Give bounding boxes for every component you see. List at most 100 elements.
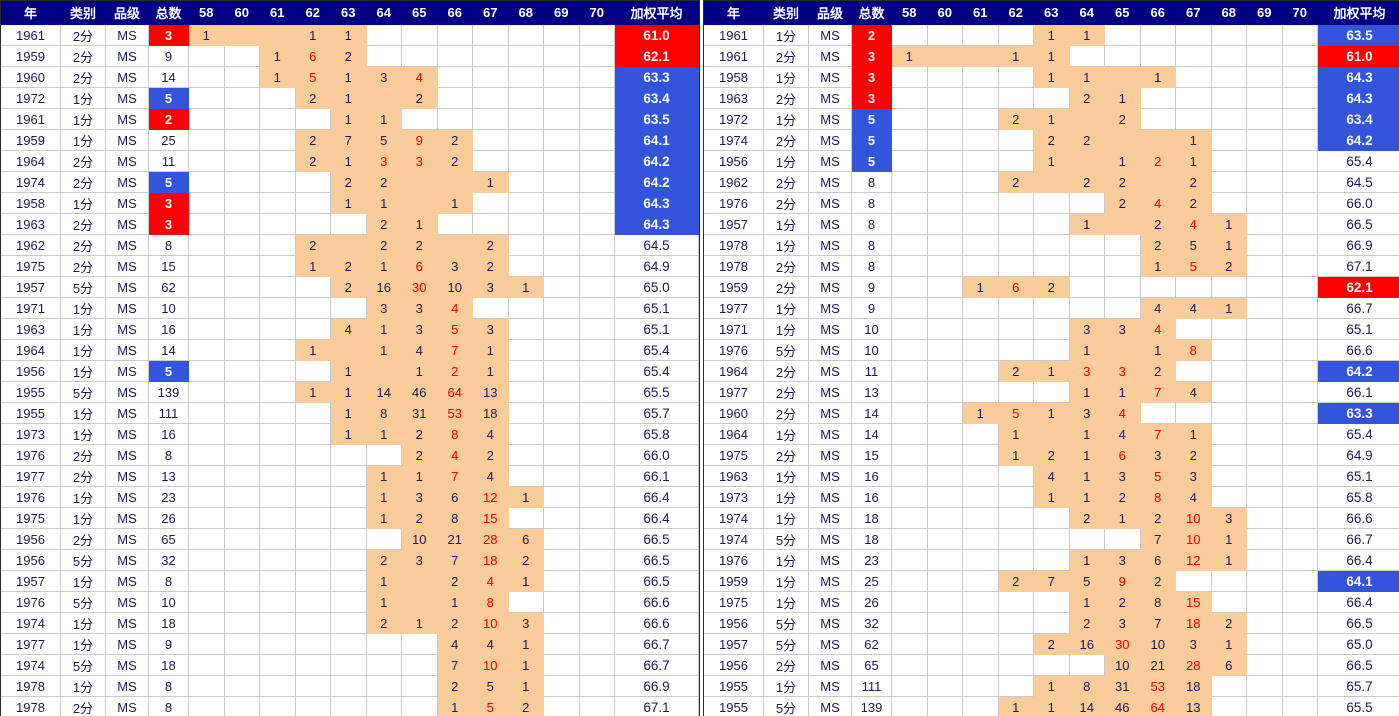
count-cell-62[interactable] [998,193,1034,214]
count-cell-66[interactable]: 4 [437,445,473,466]
count-cell-69[interactable] [544,508,580,529]
count-cell-58[interactable] [892,571,928,592]
count-cell-64[interactable]: 1 [1069,382,1105,403]
count-cell-65[interactable]: 6 [402,256,438,277]
header-cell[interactable]: 62 [295,1,331,25]
category-cell[interactable]: 5分 [61,382,106,403]
count-cell-68[interactable] [1211,88,1247,109]
year-cell[interactable]: 1975 [704,592,764,613]
count-cell-70[interactable] [1282,403,1318,424]
count-cell-70[interactable] [1282,529,1318,550]
avg-cell[interactable]: 65.5 [1318,697,1399,716]
total-cell[interactable]: 111 [149,403,189,424]
count-cell-61[interactable] [260,613,296,634]
avg-cell[interactable]: 66.4 [1318,550,1399,571]
count-cell-69[interactable] [544,109,580,130]
avg-cell[interactable]: 61.0 [1318,46,1399,67]
year-cell[interactable]: 1976 [1,445,61,466]
total-cell[interactable]: 15 [852,445,892,466]
count-cell-60[interactable] [224,445,260,466]
count-cell-66[interactable]: 4 [1140,298,1176,319]
count-cell-64[interactable]: 1 [366,424,402,445]
count-cell-62[interactable]: 2 [998,361,1034,382]
category-cell[interactable]: 2分 [61,697,106,716]
count-cell-67[interactable]: 4 [1176,487,1212,508]
category-cell[interactable]: 1分 [61,634,106,655]
count-cell-61[interactable] [963,571,999,592]
category-cell[interactable]: 2分 [764,655,809,676]
year-cell[interactable]: 1956 [704,655,764,676]
year-cell[interactable]: 1976 [1,487,61,508]
count-cell-60[interactable] [927,340,963,361]
year-cell[interactable]: 1964 [704,424,764,445]
count-cell-67[interactable]: 1 [1176,130,1212,151]
count-cell-60[interactable] [927,235,963,256]
count-cell-58[interactable] [189,676,225,697]
count-cell-62[interactable]: 1 [295,340,331,361]
count-cell-61[interactable] [260,403,296,424]
count-cell-61[interactable] [963,193,999,214]
total-cell[interactable]: 8 [149,676,189,697]
count-cell-63[interactable] [331,697,367,716]
year-cell[interactable]: 1978 [704,256,764,277]
count-cell-67[interactable]: 2 [473,256,509,277]
count-cell-64[interactable]: 1 [1069,592,1105,613]
count-cell-67[interactable]: 4 [473,424,509,445]
count-cell-62[interactable] [998,67,1034,88]
count-cell-64[interactable]: 1 [1069,340,1105,361]
count-cell-63[interactable]: 1 [331,382,367,403]
header-cell[interactable]: 69 [1247,1,1283,25]
count-cell-63[interactable]: 1 [1034,67,1070,88]
total-cell[interactable]: 8 [149,445,189,466]
count-cell-60[interactable] [224,550,260,571]
total-cell[interactable]: 3 [852,67,892,88]
count-cell-66[interactable]: 4 [1140,193,1176,214]
count-cell-63[interactable]: 1 [331,403,367,424]
year-cell[interactable]: 1973 [1,424,61,445]
count-cell-64[interactable]: 1 [366,340,402,361]
year-cell[interactable]: 1961 [1,109,61,130]
count-cell-67[interactable]: 2 [473,445,509,466]
count-cell-64[interactable]: 2 [366,214,402,235]
avg-cell[interactable]: 66.1 [1318,382,1399,403]
count-cell-62[interactable] [295,655,331,676]
avg-cell[interactable]: 65.8 [1318,487,1399,508]
count-cell-63[interactable] [331,676,367,697]
count-cell-62[interactable]: 1 [295,256,331,277]
total-cell[interactable]: 5 [852,130,892,151]
count-cell-60[interactable] [224,382,260,403]
year-cell[interactable]: 1976 [704,340,764,361]
count-cell-58[interactable] [892,193,928,214]
category-cell[interactable]: 1分 [61,319,106,340]
count-cell-63[interactable] [1034,298,1070,319]
count-cell-66[interactable]: 53 [1140,676,1176,697]
count-cell-70[interactable] [579,466,615,487]
header-cell[interactable]: 品级 [106,1,149,25]
year-cell[interactable]: 1963 [704,88,764,109]
avg-cell[interactable]: 64.2 [615,151,699,172]
year-cell[interactable]: 1978 [1,676,61,697]
category-cell[interactable]: 2分 [764,256,809,277]
count-cell-67[interactable]: 15 [473,508,509,529]
count-cell-61[interactable] [260,382,296,403]
count-cell-62[interactable] [998,151,1034,172]
count-cell-70[interactable] [579,88,615,109]
count-cell-70[interactable] [1282,361,1318,382]
count-cell-60[interactable] [224,571,260,592]
header-cell[interactable]: 62 [998,1,1034,25]
count-cell-63[interactable] [331,592,367,613]
year-cell[interactable]: 1957 [1,571,61,592]
avg-cell[interactable]: 64.3 [615,193,699,214]
year-cell[interactable]: 1961 [704,25,764,46]
count-cell-70[interactable] [579,403,615,424]
count-cell-69[interactable] [1247,550,1283,571]
year-cell[interactable]: 1963 [1,214,61,235]
count-cell-68[interactable] [508,235,544,256]
year-cell[interactable]: 1964 [704,361,764,382]
count-cell-58[interactable] [892,172,928,193]
count-cell-68[interactable]: 1 [1211,634,1247,655]
count-cell-66[interactable]: 4 [437,634,473,655]
count-cell-69[interactable] [544,88,580,109]
count-cell-62[interactable] [998,319,1034,340]
count-cell-66[interactable]: 7 [437,340,473,361]
